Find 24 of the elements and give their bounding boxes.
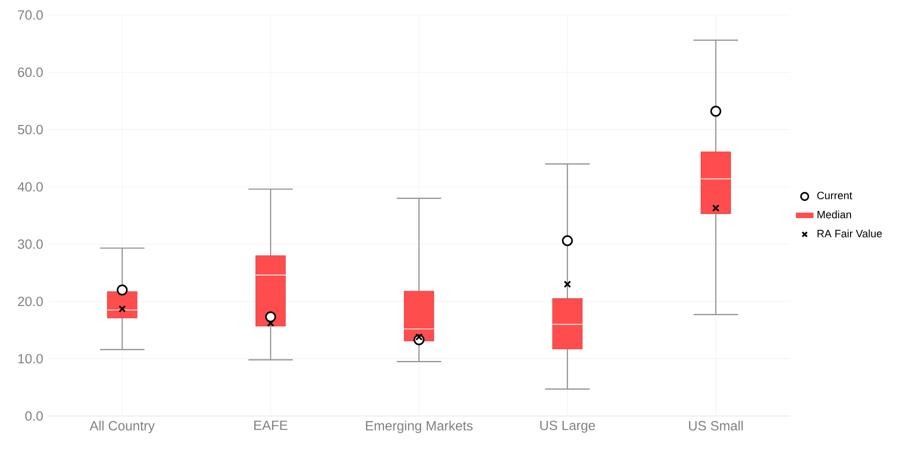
x-tick-label: EAFE xyxy=(254,420,288,430)
point xyxy=(712,204,720,212)
point xyxy=(266,319,274,327)
y-tick-label: 0.0 xyxy=(25,411,43,421)
point xyxy=(265,311,276,322)
legend-label: Median xyxy=(818,210,852,218)
y-tick-label: 20.0 xyxy=(18,296,43,306)
legend-label: RA Fair Value xyxy=(818,230,882,238)
x-tick-label: US Small xyxy=(689,420,743,430)
point xyxy=(118,305,126,313)
point xyxy=(562,235,573,246)
y-tick-label: 70.0 xyxy=(18,10,43,20)
y-tick-label: 60.0 xyxy=(18,68,43,77)
x-tick-label: All Country xyxy=(90,420,155,434)
y-tick-label: 40.0 xyxy=(18,182,43,192)
y-tick-label: 50.0 xyxy=(18,124,43,134)
legend-label: Current xyxy=(817,192,852,200)
point xyxy=(564,280,572,288)
point xyxy=(116,284,128,296)
y-tick-label: 10.0 xyxy=(18,354,43,364)
x-tick-label: Emerging Markets xyxy=(366,420,473,434)
y-tick-label: 30.0 xyxy=(18,239,43,249)
point xyxy=(710,106,722,117)
x-tick-label: US Large xyxy=(540,420,595,433)
